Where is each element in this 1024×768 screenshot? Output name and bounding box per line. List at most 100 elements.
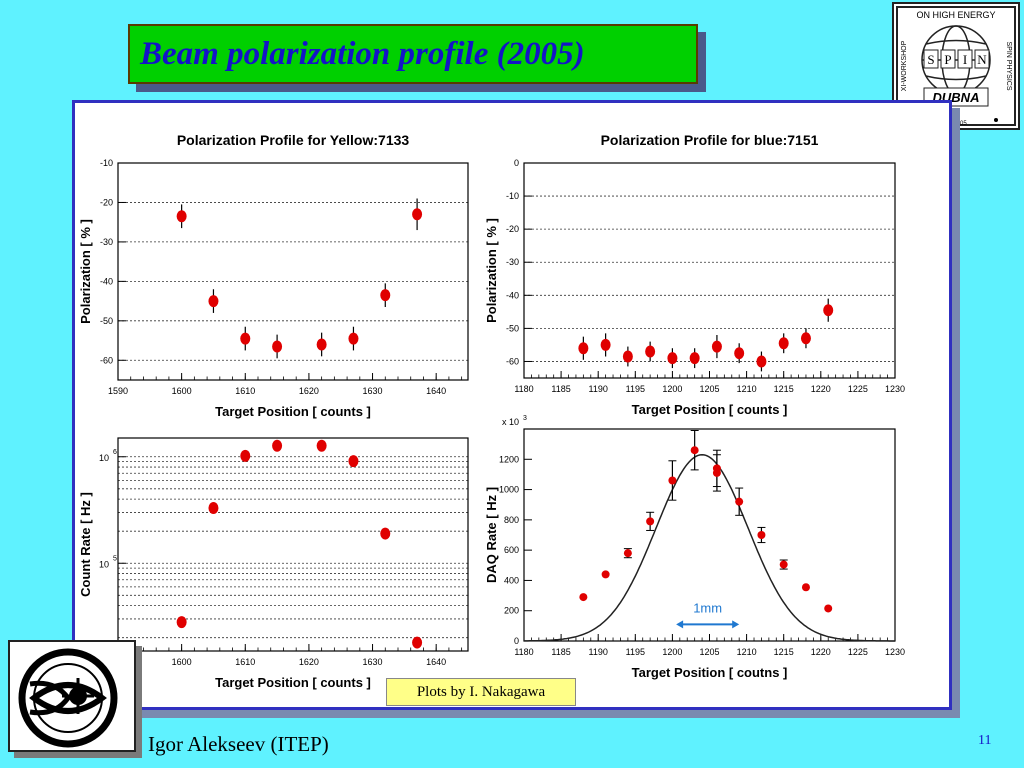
x-tick-label: 1215 xyxy=(774,384,794,394)
annotation-label: 1mm xyxy=(693,600,722,615)
x-axis-label: Target Position [ counts ] xyxy=(215,675,371,690)
x-tick-label: 1590 xyxy=(108,386,128,396)
chart-4: 1180 1185 1190 1195 1200 1205 1210 1215 1220 1225… xyxy=(484,415,905,680)
page-number: 11 xyxy=(978,733,992,748)
x-axis-label: Target Position [ coutns ] xyxy=(632,665,788,680)
y-tick-label: -20 xyxy=(506,224,519,234)
data-point xyxy=(176,210,187,223)
y-axis-label: DAQ Rate [ Hz ] xyxy=(484,487,499,583)
y-tick-label: -50 xyxy=(506,323,519,333)
y-tick-label: -50 xyxy=(100,316,113,326)
data-point xyxy=(690,446,699,455)
data-point xyxy=(711,340,722,353)
data-point xyxy=(646,517,655,526)
data-point xyxy=(756,355,767,368)
y-tick-label: 1000 xyxy=(499,485,519,495)
y-tick-label: 0 xyxy=(514,158,519,168)
logo-letter: N xyxy=(977,52,987,67)
x-tick-label: 1205 xyxy=(699,384,719,394)
data-point xyxy=(412,636,423,649)
data-point xyxy=(380,289,391,302)
x-tick-label: 1225 xyxy=(848,647,868,657)
logo-letter-box xyxy=(940,49,956,69)
logo-top-text: ON HIGH ENERGY xyxy=(916,10,995,20)
x-tick-label: 1190 xyxy=(589,647,608,657)
data-point xyxy=(240,449,251,462)
y-tick-label: -10 xyxy=(100,158,113,168)
x-axis-label: Target Position [ counts ] xyxy=(215,404,371,419)
data-point xyxy=(412,208,423,221)
data-point xyxy=(208,295,219,308)
y-multiplier-exponent: 3 xyxy=(523,415,527,422)
y-tick-label: -40 xyxy=(100,276,113,286)
slide-title-box: Beam polarization profile (2005) xyxy=(128,24,698,84)
x-tick-label: 1220 xyxy=(811,384,831,394)
data-point xyxy=(779,560,788,569)
plot-frame xyxy=(117,437,469,652)
logo-letter: I xyxy=(963,52,967,67)
y-axis-label: Polarization [ % ] xyxy=(78,219,93,324)
x-tick-label: 1620 xyxy=(299,657,319,667)
x-tick-label: 1185 xyxy=(551,647,570,657)
data-point xyxy=(800,332,811,345)
data-point xyxy=(668,476,677,485)
x-tick-label: 1610 xyxy=(235,386,255,396)
y-tick-label: 10 xyxy=(99,559,109,569)
data-point xyxy=(734,347,745,360)
y-tick-exponent: 5 xyxy=(113,555,117,562)
annotation-arrow-left-icon xyxy=(676,620,684,629)
x-tick-label: 1205 xyxy=(699,647,719,657)
data-point xyxy=(316,439,327,452)
chart-title: Polarization Profile for Yellow:7133 xyxy=(177,132,410,148)
data-point xyxy=(176,616,187,629)
x-tick-label: 1620 xyxy=(299,386,319,396)
x-tick-label: 1600 xyxy=(172,386,192,396)
x-tick-label: 1600 xyxy=(172,657,192,667)
data-point xyxy=(623,549,632,558)
chart-title: Polarization Profile for blue:7151 xyxy=(601,132,819,148)
data-point xyxy=(240,332,251,345)
y-axis-label: Polarization [ % ] xyxy=(484,218,499,323)
x-tick-label: 1210 xyxy=(737,647,757,657)
x-tick-label: 1225 xyxy=(848,384,868,394)
data-point xyxy=(667,352,678,365)
y-tick-label: -40 xyxy=(506,290,519,300)
x-tick-label: 1185 xyxy=(551,384,570,394)
x-tick-label: 1230 xyxy=(885,384,905,394)
plots-panel: Polarization Profile for Yellow:7133 1590… xyxy=(72,100,952,710)
data-point xyxy=(778,337,789,350)
x-tick-label: 1610 xyxy=(235,657,255,667)
plot-frame xyxy=(117,162,469,381)
author-name: Igor Alekseev (ITEP) xyxy=(148,732,329,756)
x-axis-label: Target Position [ counts ] xyxy=(632,402,788,417)
logo-letter-box xyxy=(974,49,990,69)
data-point xyxy=(600,338,611,351)
itep-logo xyxy=(8,640,136,752)
y-tick-label: -20 xyxy=(100,197,113,207)
data-point xyxy=(316,338,327,351)
y-tick-label: -30 xyxy=(100,237,113,247)
logo-letter-box xyxy=(923,49,939,69)
y-tick-label: 10 xyxy=(99,453,109,463)
logo-letter: P xyxy=(944,52,951,67)
chart-2: Polarization Profile for blue:7151 1180 11… xyxy=(484,132,905,417)
data-point xyxy=(601,570,610,579)
logo-letter: S xyxy=(927,52,934,67)
data-point xyxy=(578,342,589,355)
x-tick-label: 1640 xyxy=(426,386,446,396)
logo-dot-icon xyxy=(994,118,998,122)
x-tick-label: 1630 xyxy=(363,657,383,667)
data-point xyxy=(579,593,588,602)
x-tick-label: 1200 xyxy=(662,384,682,394)
y-tick-label: 600 xyxy=(504,545,519,555)
y-axis-label: Count Rate [ Hz ] xyxy=(78,492,93,597)
data-point xyxy=(208,502,219,515)
y-tick-label: 200 xyxy=(504,606,519,616)
data-point xyxy=(645,345,656,358)
y-tick-label: -10 xyxy=(506,191,519,201)
x-tick-label: 1630 xyxy=(363,386,383,396)
x-tick-label: 1195 xyxy=(626,384,645,394)
y-tick-exponent: 6 xyxy=(113,449,117,456)
logo-year-fragment: 05 xyxy=(960,121,967,127)
data-point xyxy=(348,332,359,345)
